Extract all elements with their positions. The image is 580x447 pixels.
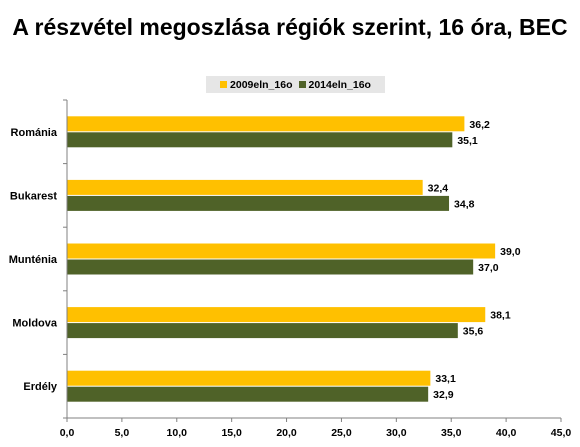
legend-swatch-2009 (220, 81, 228, 88)
bar-2014eln-16o-munt-nia (67, 259, 474, 275)
data-label-2014eln-16o-bukarest: 34,8 (454, 198, 475, 210)
legend-swatch-2014 (298, 81, 306, 88)
bar-2014eln-16o-bukarest (67, 195, 450, 211)
category-label-moldova: Moldova (12, 318, 57, 330)
x-tick-label: 35,0 (441, 427, 462, 439)
data-label-2009eln-16o-rom-nia: 36,2 (469, 119, 490, 131)
x-tick-label: 15,0 (221, 427, 242, 439)
chart-title: A részvétel megoszlása régiók szerint, 1… (12, 14, 568, 40)
category-label-munt-nia: Munténia (9, 254, 58, 266)
bar-2009eln-16o-rom-nia (67, 116, 465, 132)
x-tick-label: 10,0 (167, 427, 188, 439)
bar-2009eln-16o-moldova (67, 307, 486, 323)
category-label-rom-nia: Románia (11, 127, 58, 139)
data-label-2014eln-16o-munt-nia: 37,0 (478, 262, 499, 274)
bar-2014eln-16o-rom-nia (67, 132, 453, 148)
bar-2009eln-16o-bukarest (67, 179, 423, 195)
x-tick-label: 5,0 (115, 427, 130, 439)
category-label-bukarest: Bukarest (10, 190, 57, 202)
x-tick-label: 20,0 (276, 427, 297, 439)
x-tick-label: 45,0 (551, 427, 572, 439)
data-label-2009eln-16o-bukarest: 32,4 (428, 182, 449, 194)
x-tick-label: 0,0 (60, 427, 75, 439)
category-label-erd-ly: Erdély (23, 381, 58, 393)
legend-item-2014: 2014eln_16o (298, 78, 371, 91)
data-label-2009eln-16o-erd-ly: 33,1 (435, 373, 456, 385)
legend-item-2009: 2009eln_16o (220, 78, 293, 91)
x-tick-label: 30,0 (386, 427, 407, 439)
data-label-2014eln-16o-moldova: 35,6 (463, 326, 484, 338)
legend-label-2009: 2009eln_16o (230, 78, 293, 91)
bar-2014eln-16o-moldova (67, 323, 458, 339)
bar-2009eln-16o-munt-nia (67, 243, 496, 259)
x-tick-label: 40,0 (496, 427, 517, 439)
x-tick-label: 25,0 (331, 427, 352, 439)
data-label-2014eln-16o-rom-nia: 35,1 (457, 135, 478, 147)
legend-label-2014: 2014eln_16o (308, 78, 371, 91)
bar-2014eln-16o-erd-ly (67, 386, 429, 402)
bar-2009eln-16o-erd-ly (67, 370, 431, 386)
data-label-2014eln-16o-erd-ly: 32,9 (433, 389, 454, 401)
data-label-2009eln-16o-moldova: 38,1 (490, 310, 511, 322)
data-label-2009eln-16o-munt-nia: 39,0 (500, 246, 521, 258)
legend: 2009eln_16o 2014eln_16o (206, 76, 385, 93)
